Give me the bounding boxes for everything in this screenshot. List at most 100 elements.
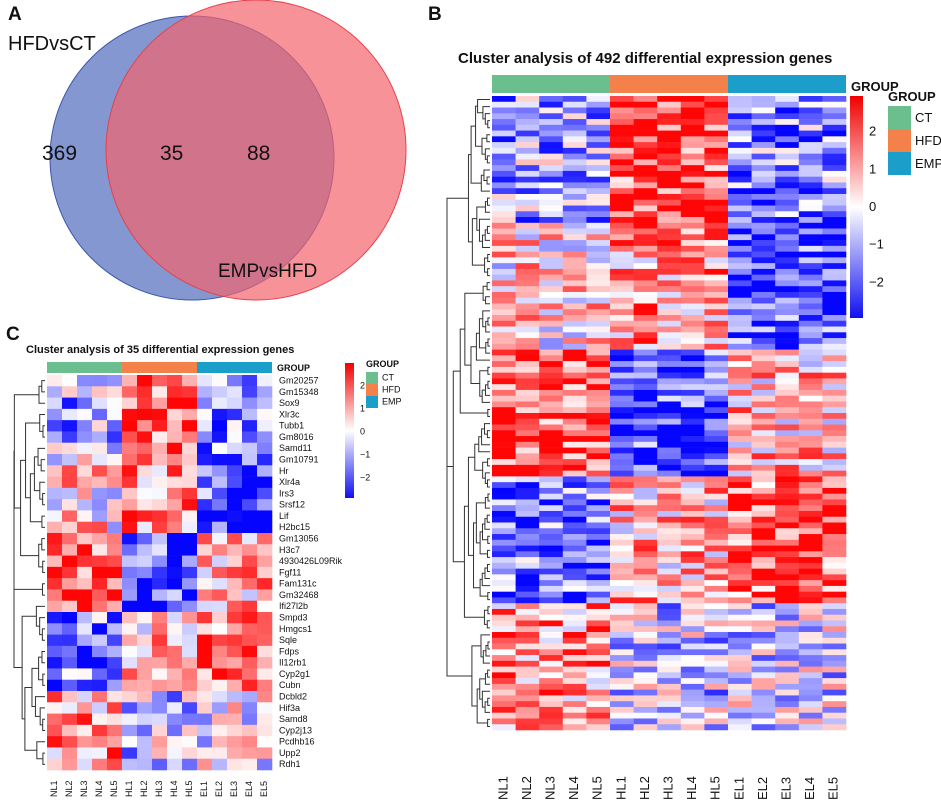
b-cell bbox=[586, 170, 611, 177]
c-cell bbox=[257, 487, 273, 500]
b-cell bbox=[539, 389, 564, 397]
c-cell bbox=[92, 521, 108, 534]
b-cell bbox=[680, 113, 705, 120]
b-cell bbox=[704, 453, 729, 460]
b-cell bbox=[586, 142, 611, 149]
b-cell bbox=[657, 395, 682, 402]
c-cell bbox=[62, 408, 78, 421]
b-cell bbox=[657, 459, 682, 466]
b-cell bbox=[822, 389, 847, 397]
c-cell bbox=[167, 566, 183, 579]
b-cell bbox=[515, 188, 540, 195]
c-cell bbox=[242, 612, 258, 624]
b-cell bbox=[633, 268, 658, 275]
b-cell bbox=[822, 603, 847, 610]
c-cell bbox=[62, 600, 78, 613]
b-cell bbox=[798, 378, 823, 385]
c-cell bbox=[197, 634, 213, 647]
b-cell bbox=[539, 130, 564, 137]
b-cell bbox=[775, 320, 800, 327]
b-cell bbox=[586, 418, 611, 425]
b-cell bbox=[657, 591, 682, 598]
b-cell bbox=[751, 453, 776, 460]
b-cell bbox=[633, 228, 658, 235]
c-cell bbox=[212, 657, 228, 669]
c-cell bbox=[152, 668, 168, 681]
c-cell bbox=[152, 499, 168, 511]
b-cell bbox=[822, 626, 847, 633]
b-cell bbox=[610, 436, 634, 443]
b-cell bbox=[657, 245, 682, 252]
c-cell bbox=[227, 375, 243, 387]
c-cell bbox=[197, 454, 213, 466]
b-legend-EMP: EMP bbox=[915, 156, 941, 171]
c-cell bbox=[122, 736, 138, 748]
b-cell bbox=[586, 193, 611, 201]
b-cell bbox=[751, 291, 776, 299]
b-cell bbox=[728, 695, 752, 702]
b-cell bbox=[822, 199, 847, 206]
c-cell bbox=[242, 476, 258, 489]
c-cell bbox=[227, 408, 243, 421]
b-cell bbox=[633, 395, 658, 402]
c-cell bbox=[212, 668, 228, 681]
b-cell bbox=[680, 712, 705, 719]
c-cell bbox=[62, 521, 78, 534]
c-cell bbox=[197, 397, 213, 410]
c-cell bbox=[122, 657, 138, 669]
b-cell bbox=[775, 459, 800, 466]
b-cell bbox=[562, 672, 587, 679]
b-cell bbox=[728, 643, 752, 650]
b-cell bbox=[680, 130, 705, 137]
venn-right-label: EMPvsHFD bbox=[218, 261, 317, 282]
b-cell bbox=[728, 557, 752, 564]
b-cell bbox=[539, 326, 564, 333]
b-cell bbox=[751, 205, 776, 212]
b-cell bbox=[728, 580, 752, 587]
b-cell bbox=[822, 280, 847, 287]
b-cell bbox=[728, 401, 752, 408]
b-cell bbox=[492, 395, 516, 402]
b-cell bbox=[775, 706, 800, 714]
c-cell bbox=[122, 465, 138, 477]
b-cell bbox=[610, 701, 634, 708]
c-cell bbox=[137, 431, 153, 444]
b-cell bbox=[775, 297, 800, 304]
b-cell bbox=[775, 234, 800, 241]
b-cell bbox=[751, 384, 776, 391]
b-cell bbox=[680, 378, 705, 385]
b-cell bbox=[657, 309, 682, 316]
b-cell bbox=[751, 332, 776, 339]
b-col-label: NL1 bbox=[495, 776, 510, 800]
b-cell bbox=[657, 130, 682, 137]
b-cell bbox=[751, 632, 776, 639]
venn-count-right: 88 bbox=[247, 142, 270, 165]
b-cell bbox=[515, 251, 540, 258]
b-cell bbox=[775, 534, 800, 541]
b-cell bbox=[680, 101, 705, 108]
b-cell bbox=[680, 372, 705, 379]
b-cell bbox=[562, 257, 587, 264]
b-cell bbox=[562, 441, 587, 448]
b-cell bbox=[492, 268, 516, 275]
b-cell bbox=[586, 234, 611, 241]
c-cell bbox=[92, 386, 108, 398]
b-cell bbox=[822, 470, 847, 477]
b-cell bbox=[562, 418, 587, 425]
b-cell bbox=[633, 124, 658, 131]
b-cell bbox=[704, 170, 729, 177]
c-cell bbox=[47, 679, 63, 692]
c-cell bbox=[47, 533, 63, 545]
b-cell bbox=[492, 493, 516, 500]
c-cell bbox=[122, 724, 138, 737]
b-cell bbox=[704, 562, 729, 569]
b-cell bbox=[775, 263, 800, 270]
b-cell bbox=[539, 188, 564, 195]
b-cell bbox=[610, 632, 634, 639]
b-cell bbox=[562, 355, 587, 362]
b-cell bbox=[775, 251, 800, 258]
b-cell bbox=[610, 165, 634, 172]
b-cell bbox=[822, 332, 847, 339]
b-colorbar-tick: 0 bbox=[869, 199, 876, 214]
b-cell bbox=[610, 332, 634, 339]
